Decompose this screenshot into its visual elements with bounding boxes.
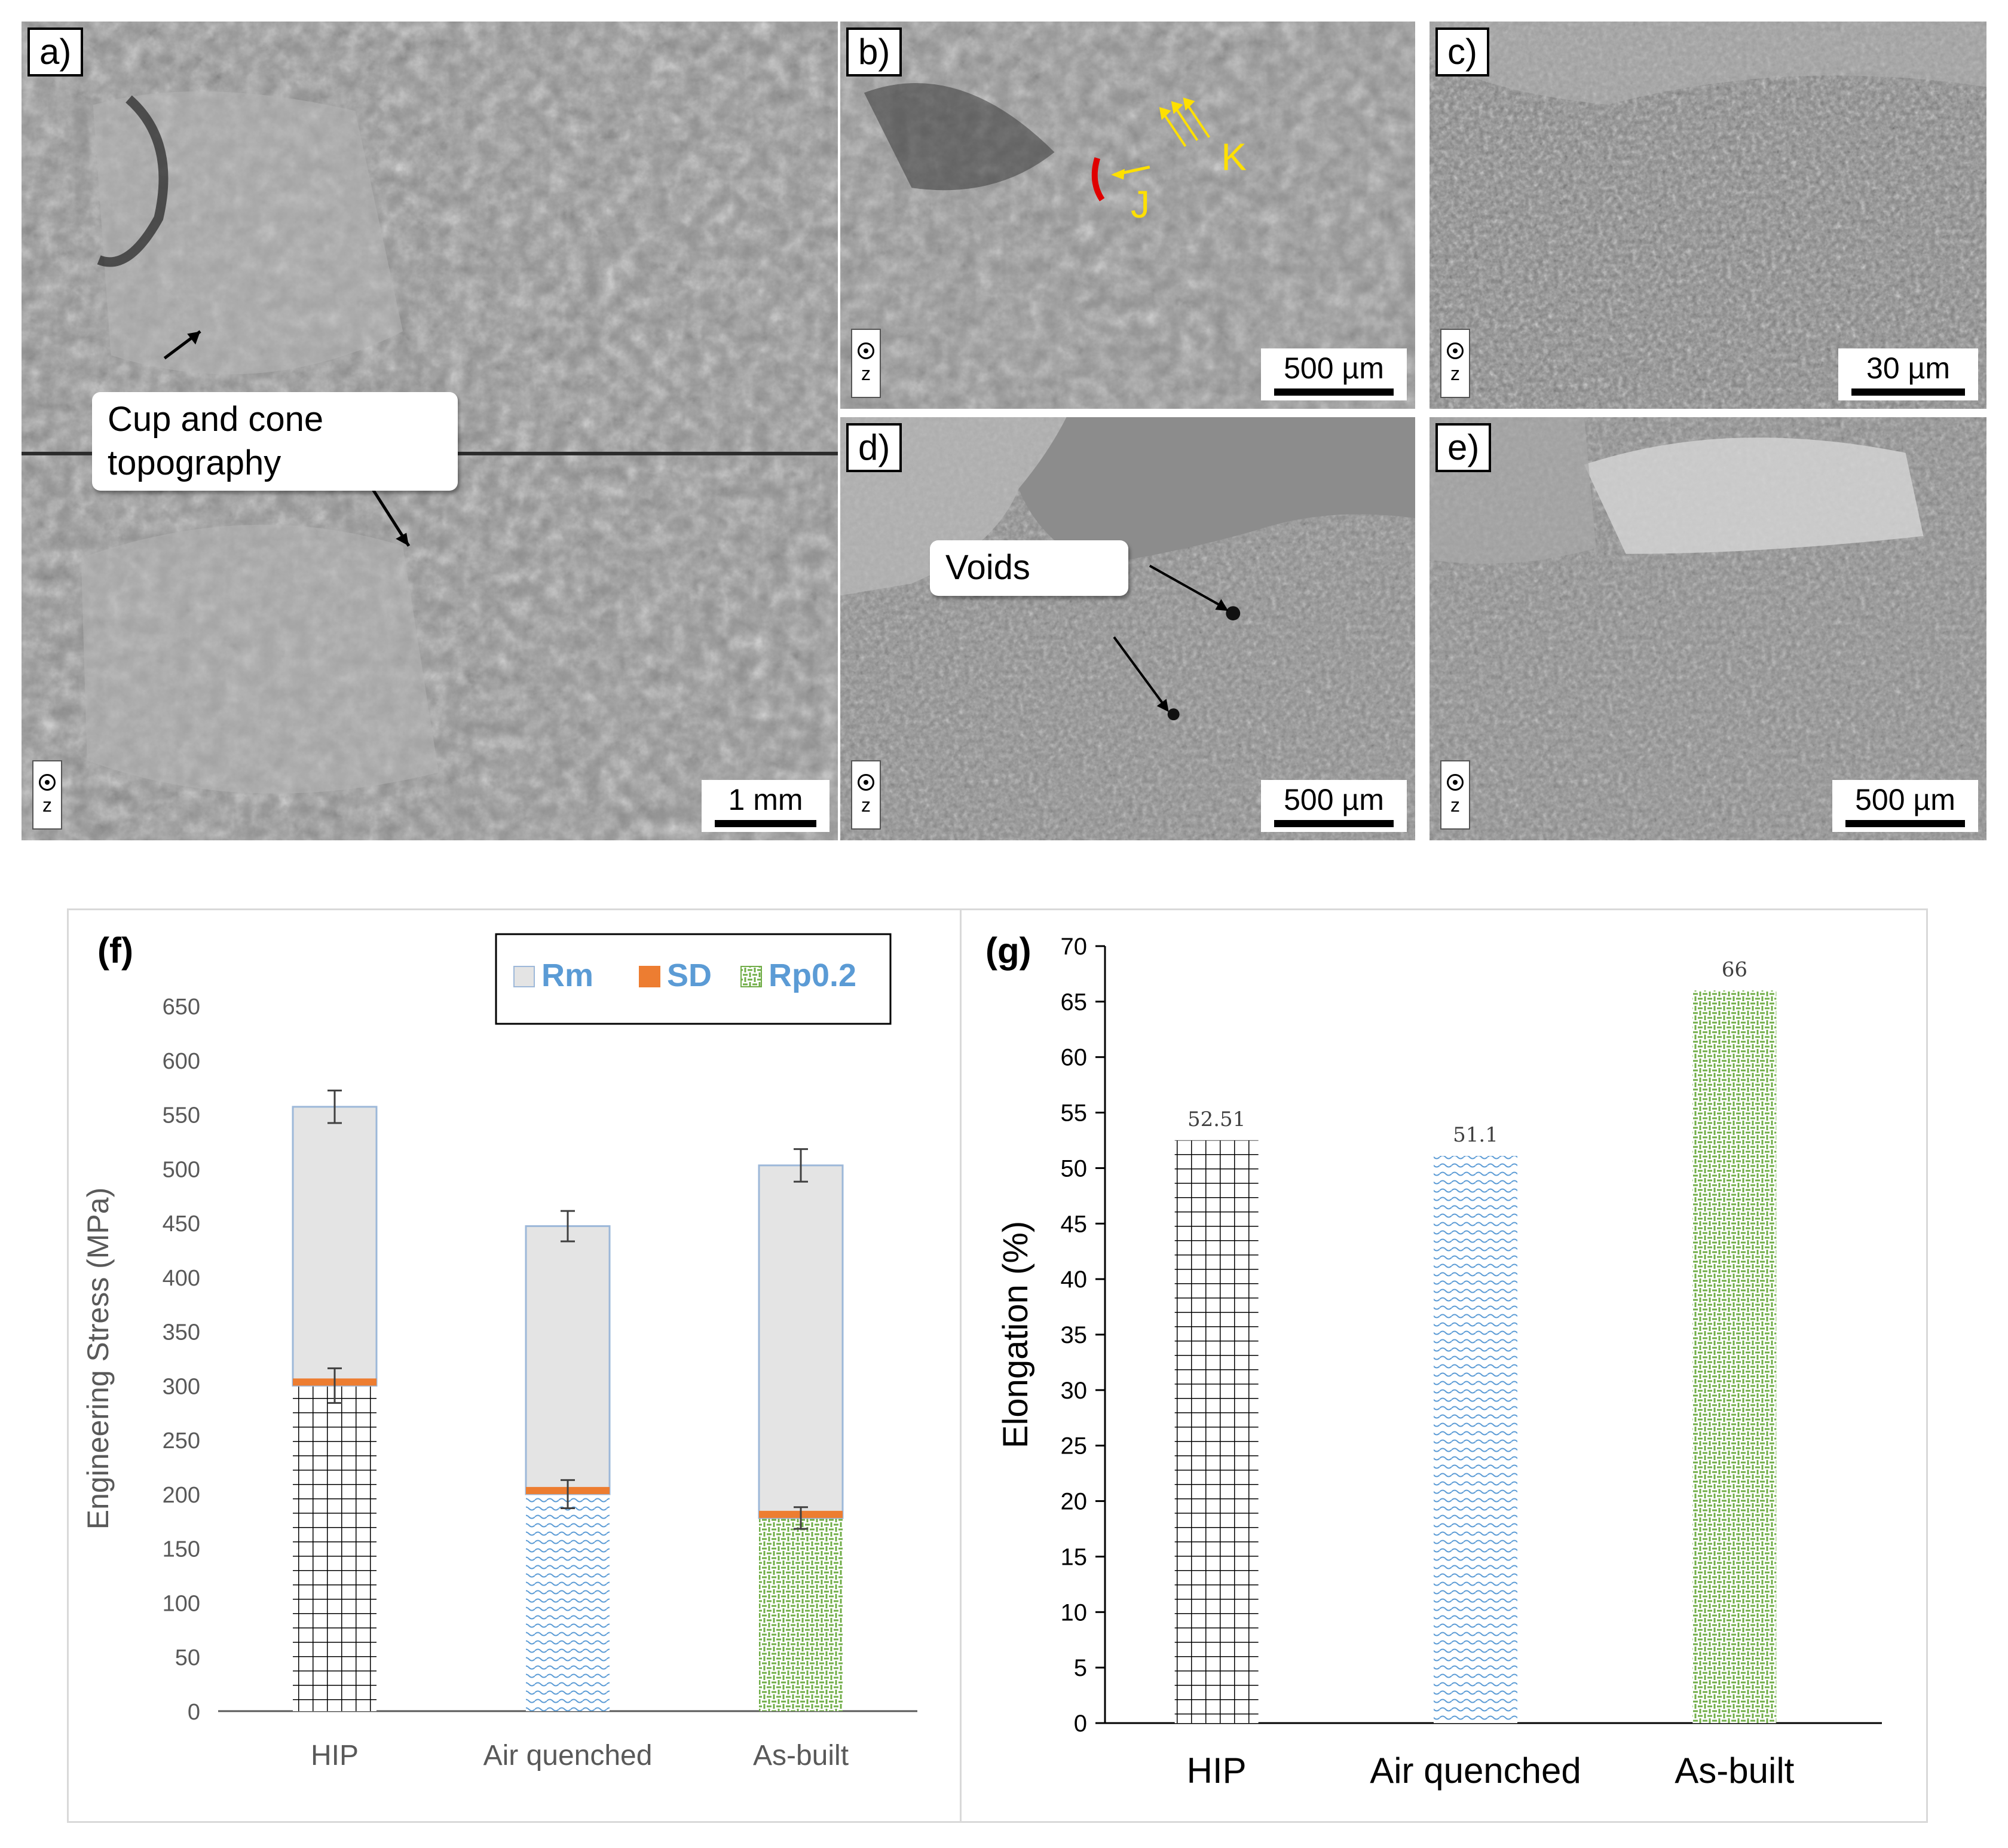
- y-tick-label: 15: [1061, 1544, 1088, 1570]
- chart-g-frame: (g) 0 5 10 15 20 25 30 35 40 45 50 55 60 65 70 Elongatio…: [960, 908, 1928, 1823]
- y-axis-title: Engineering Stress (MPa): [81, 1188, 115, 1529]
- data-label-2: 66: [1722, 957, 1747, 981]
- x-tick-label: As-built: [753, 1740, 849, 1771]
- y-tick-label: 600: [163, 1049, 200, 1074]
- y-tick-label: 0: [188, 1700, 200, 1725]
- sem-panel-d: d) Voids z 500 µm: [839, 416, 1416, 842]
- panel-label-d: d): [846, 423, 902, 472]
- y-tick-label: 20: [1061, 1489, 1088, 1515]
- sem-image-b: J K: [840, 22, 1415, 409]
- legend-swatch-0: [513, 966, 535, 987]
- y-tick-label: 35: [1061, 1322, 1088, 1348]
- sem-panel-e: e) z 500 µm: [1428, 416, 1988, 842]
- chart-f-panel-label: (f): [97, 931, 133, 971]
- sem-panel-c: c) z 30 µm: [1428, 20, 1988, 410]
- data-label-0: 52.51: [1187, 1107, 1245, 1131]
- legend-swatch-2: [740, 966, 762, 987]
- z-axis-icon: z: [32, 760, 62, 830]
- sem-image-c: [1430, 22, 1986, 409]
- y-tick-label: 10: [1061, 1599, 1088, 1626]
- bar-rp02-0: [293, 1385, 376, 1711]
- bar-rp02-2: [759, 1517, 843, 1711]
- panel-label-c: c): [1435, 27, 1489, 77]
- legend-label-0: Rm: [541, 957, 593, 993]
- callout-cup-cone: Cup and cone topography: [92, 392, 458, 491]
- y-tick-label: 50: [1061, 1155, 1088, 1182]
- legend-label-1: SD: [667, 957, 712, 993]
- y-tick-label: 60: [1061, 1045, 1088, 1071]
- bar-rp02-1: [526, 1494, 610, 1711]
- y-tick-label: 45: [1061, 1211, 1088, 1237]
- chart-f-legend: Rm SD Rp0.2: [495, 933, 892, 1025]
- scale-bar-a: 1 mm: [702, 780, 829, 832]
- y-tick-label: 650: [163, 995, 200, 1020]
- y-tick-label: 300: [163, 1374, 200, 1399]
- scale-bar-d: 500 µm: [1261, 780, 1407, 832]
- z-axis-icon: z: [1440, 329, 1470, 398]
- marker-k: K: [1221, 136, 1247, 179]
- bar-elongation-0: [1174, 1140, 1259, 1723]
- y-tick-label: 70: [1061, 934, 1088, 960]
- scale-bar-c: 30 µm: [1838, 348, 1978, 400]
- scale-bar-b: 500 µm: [1261, 348, 1407, 400]
- legend-label-2: Rp0.2: [769, 957, 856, 993]
- bar-elongation-1: [1434, 1156, 1517, 1723]
- x-tick-label: HIP: [311, 1740, 359, 1771]
- sem-panel-a: a) Cup and cone topography z 1 mm: [20, 20, 839, 842]
- y-tick-label: 100: [163, 1591, 200, 1616]
- y-tick-label: 25: [1061, 1433, 1088, 1460]
- x-tick-label: Air quenched: [1370, 1751, 1581, 1791]
- x-tick-label: As-built: [1675, 1751, 1794, 1791]
- panel-label-e: e): [1435, 423, 1492, 472]
- y-tick-label: 55: [1061, 1100, 1088, 1127]
- y-tick-label: 400: [163, 1266, 200, 1291]
- y-tick-label: 5: [1074, 1655, 1087, 1681]
- y-tick-label: 350: [163, 1320, 200, 1345]
- y-tick-label: 0: [1074, 1711, 1087, 1737]
- bar-rm-0: [292, 1106, 378, 1387]
- scale-bar-e: 500 µm: [1832, 780, 1978, 832]
- y-tick-label: 65: [1061, 989, 1088, 1015]
- x-tick-label: Air quenched: [483, 1740, 653, 1771]
- marker-j: J: [1131, 183, 1150, 226]
- bar-elongation-2: [1692, 990, 1777, 1723]
- y-tick-label: 200: [163, 1483, 200, 1508]
- legend-box: [495, 933, 892, 1025]
- y-tick-label: 450: [163, 1211, 200, 1237]
- y-axis-title: Elongation (%): [996, 1221, 1035, 1448]
- chart-g: (g) 0 5 10 15 20 25 30 35 40 45 50 55 60 65 70 Elongatio…: [985, 931, 1882, 1791]
- sem-image-d: [840, 417, 1415, 840]
- chart-f: (f) 0 50 100 150 200 250 300 350 400 450 500 550 600 6…: [81, 931, 917, 1771]
- sem-image-e: [1430, 417, 1986, 840]
- y-tick-label: 500: [163, 1157, 200, 1182]
- y-tick-label: 40: [1061, 1266, 1088, 1293]
- legend-swatch-1: [639, 966, 660, 987]
- z-axis-icon: z: [1440, 760, 1470, 830]
- bar-rm-1: [525, 1225, 611, 1495]
- y-tick-label: 550: [163, 1103, 200, 1128]
- x-tick-label: HIP: [1187, 1751, 1247, 1791]
- z-axis-icon: z: [851, 760, 881, 830]
- panel-label-a: a): [27, 27, 84, 77]
- panel-label-b: b): [846, 27, 902, 77]
- y-tick-label: 50: [175, 1645, 200, 1670]
- y-tick-label: 250: [163, 1428, 200, 1454]
- chart-f-frame: (f) 0 50 100 150 200 250 300 350 400 450 500 550 600 6…: [67, 908, 963, 1823]
- callout-voids: Voids: [930, 540, 1128, 596]
- y-tick-label: 150: [163, 1537, 200, 1562]
- bar-rm-2: [758, 1164, 844, 1519]
- data-label-1: 51.1: [1453, 1123, 1498, 1147]
- y-tick-label: 30: [1061, 1378, 1088, 1404]
- z-axis-icon: z: [851, 329, 881, 398]
- chart-g-panel-label: (g): [985, 931, 1031, 971]
- sem-panel-b: J K b) z 500 µm: [839, 20, 1416, 410]
